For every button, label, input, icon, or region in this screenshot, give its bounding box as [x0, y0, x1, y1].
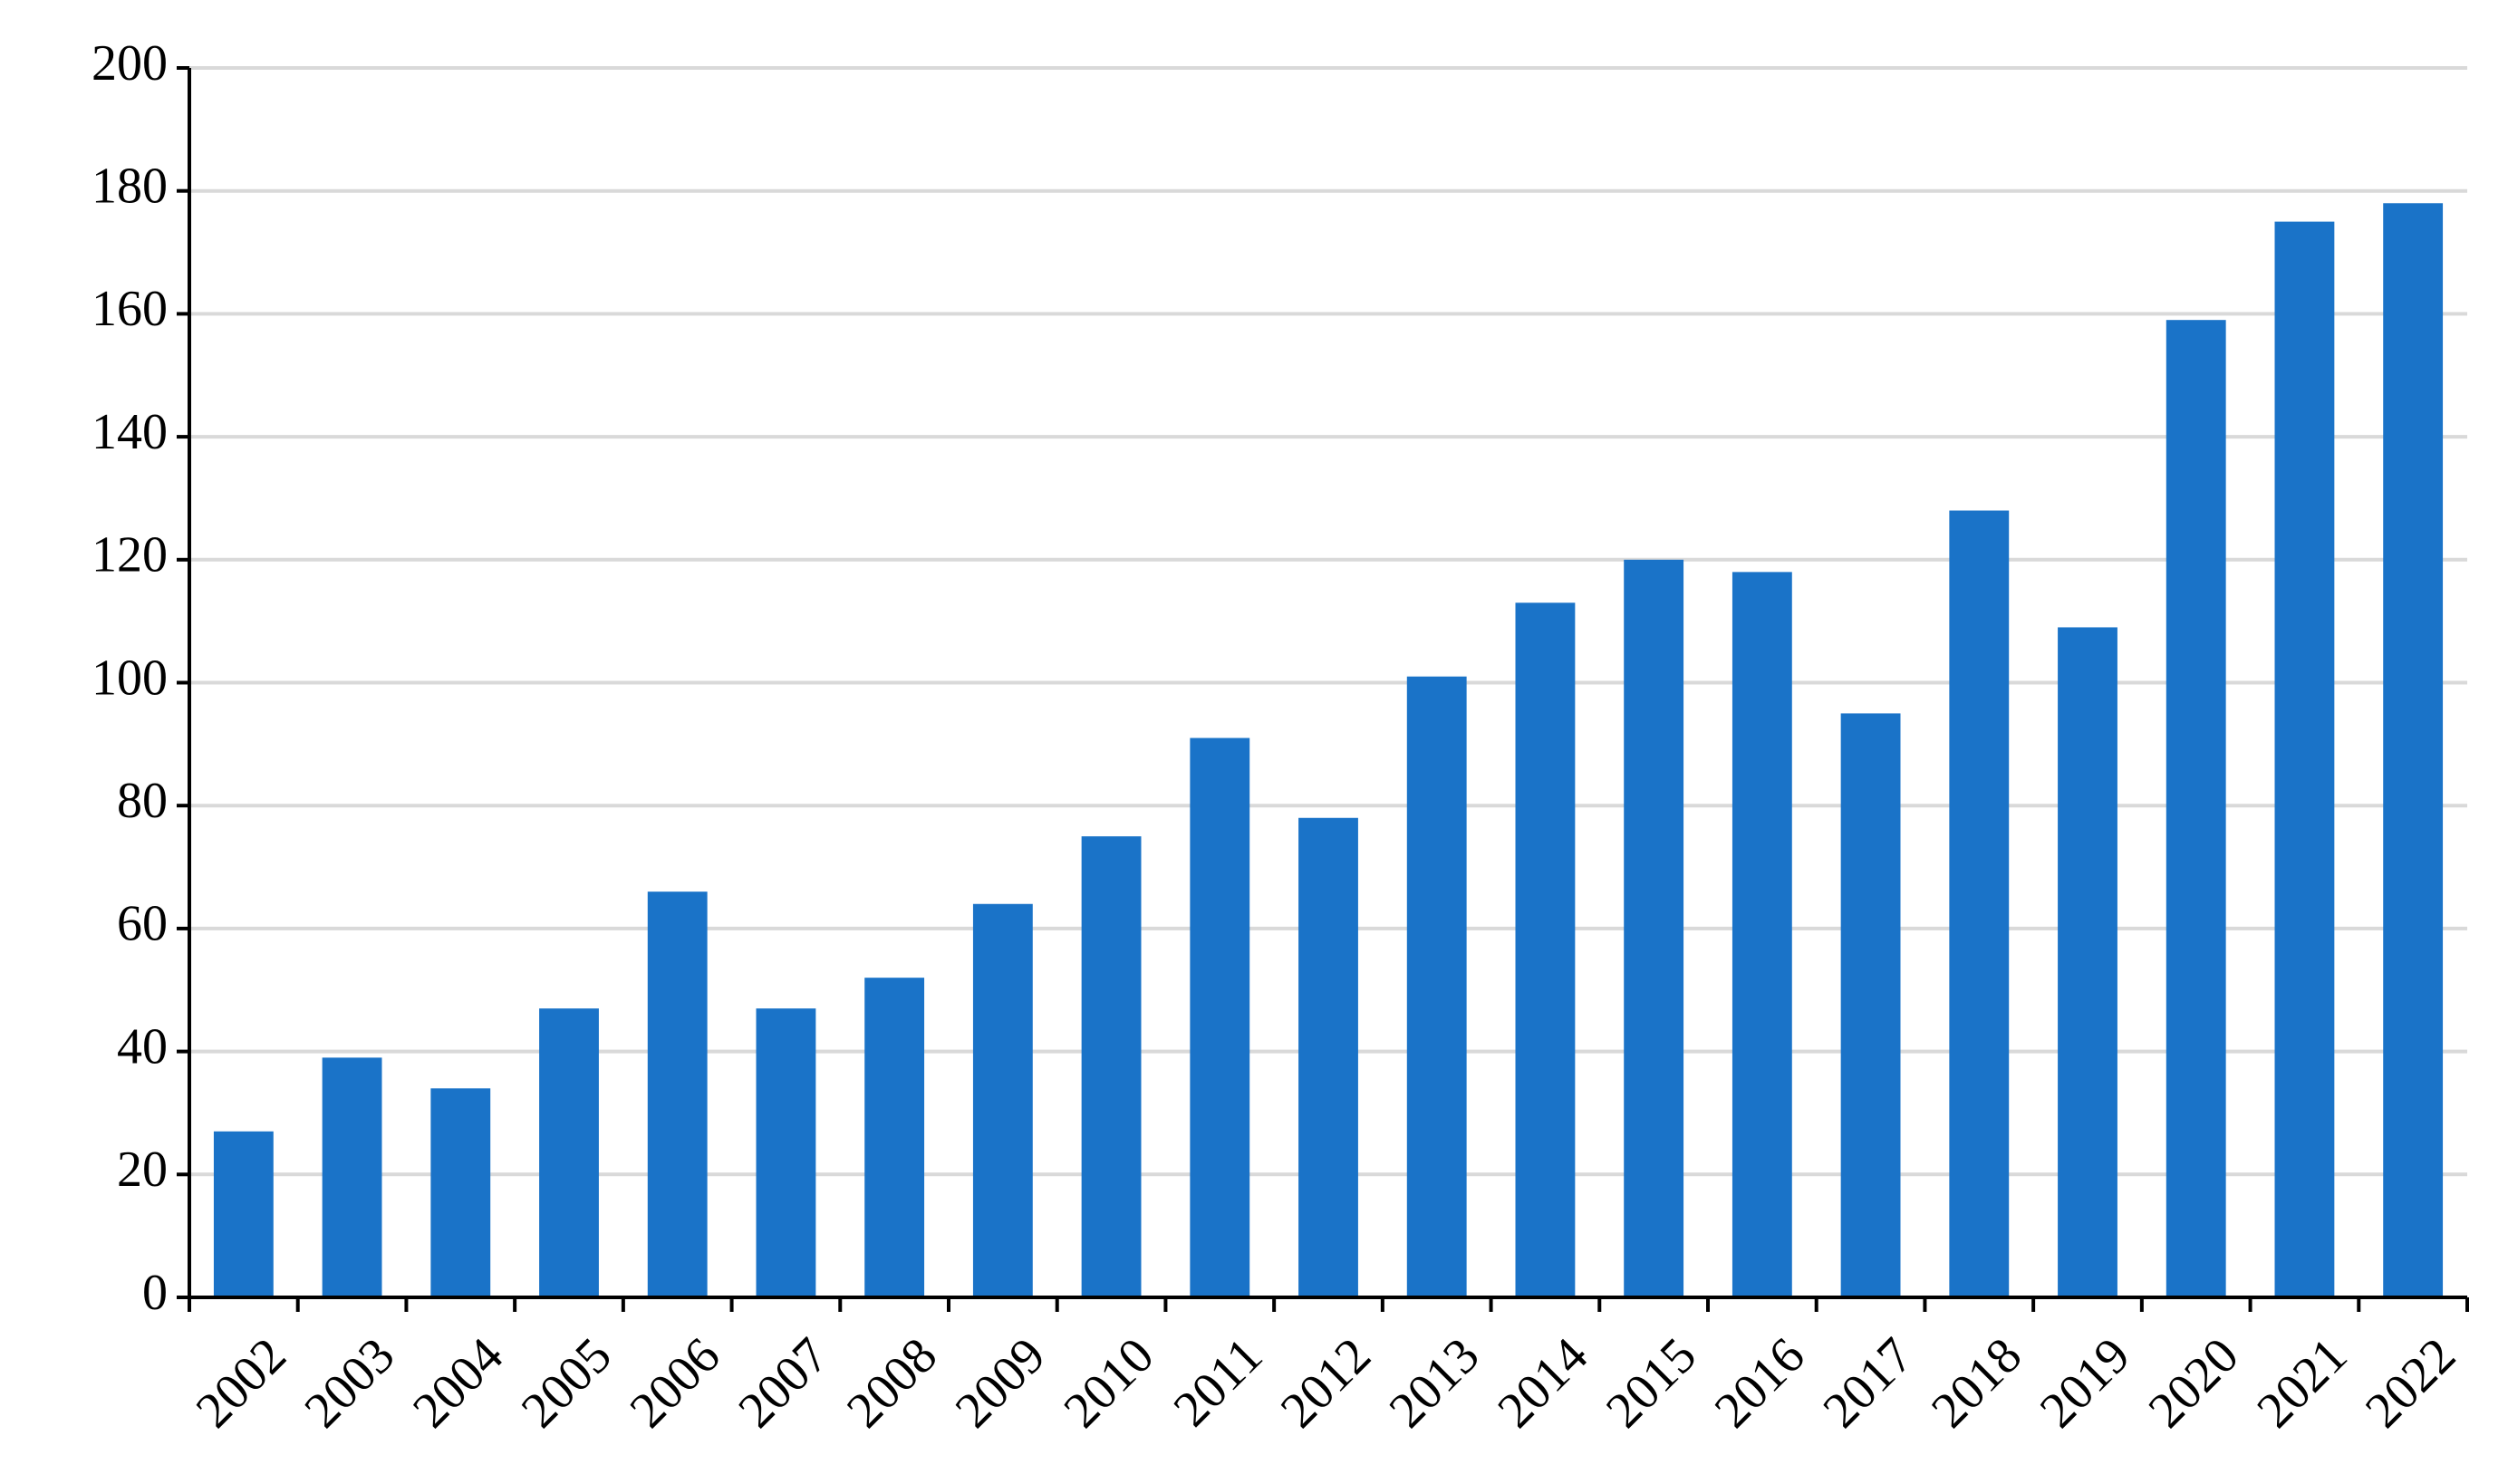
- bar: [1406, 676, 1467, 1297]
- y-tick-label: 140: [92, 404, 168, 460]
- bar: [864, 978, 925, 1297]
- x-tick-label: 2012: [1270, 1327, 1382, 1439]
- x-tick-label: 2021: [2246, 1327, 2358, 1439]
- x-tick-label: 2002: [186, 1327, 297, 1439]
- bar: [756, 1008, 816, 1297]
- bar: [1949, 510, 2010, 1297]
- bar: [2274, 221, 2335, 1297]
- y-tick-label: 80: [117, 773, 168, 829]
- y-tick-label: 120: [92, 527, 168, 583]
- x-tick-label: 2011: [1163, 1327, 1274, 1438]
- bar: [430, 1088, 491, 1297]
- y-tick-label: 40: [117, 1018, 168, 1074]
- bar: [2166, 320, 2226, 1297]
- x-tick-label: 2018: [1921, 1327, 2032, 1439]
- bar: [539, 1008, 599, 1297]
- x-tick-label: 2003: [294, 1327, 405, 1439]
- x-tick-label: 2019: [2030, 1327, 2141, 1439]
- bar: [213, 1131, 274, 1297]
- bar: [1298, 817, 1358, 1297]
- bar: [1731, 572, 1792, 1297]
- x-tick-label: 2016: [1704, 1327, 1816, 1439]
- x-tick-label: 2004: [402, 1327, 514, 1439]
- bar: [1840, 713, 1901, 1297]
- y-tick-label: 180: [92, 159, 168, 215]
- bar: [2383, 203, 2444, 1297]
- bar: [1515, 602, 1576, 1297]
- y-tick-label: 200: [92, 35, 168, 92]
- x-tick-label: 2009: [945, 1327, 1056, 1439]
- x-tick-label: 2017: [1812, 1327, 1924, 1439]
- x-tick-label: 2022: [2355, 1327, 2466, 1439]
- x-tick-label: 2010: [1053, 1327, 1164, 1439]
- x-tick-label: 2008: [836, 1327, 948, 1439]
- bar: [1081, 836, 1142, 1297]
- y-tick-label: 160: [92, 281, 168, 337]
- y-tick-label: 0: [142, 1265, 168, 1321]
- bar: [972, 903, 1033, 1297]
- bar: [2058, 627, 2117, 1297]
- x-tick-label: 2020: [2138, 1327, 2250, 1439]
- x-tick-label: 2007: [728, 1327, 839, 1439]
- bar: [1624, 559, 1684, 1297]
- bar: [1190, 737, 1250, 1297]
- y-tick-label: 100: [92, 650, 168, 706]
- x-tick-label: 2014: [1487, 1327, 1598, 1439]
- y-tick-label: 20: [117, 1142, 168, 1198]
- x-tick-label: 2005: [511, 1327, 622, 1439]
- x-tick-label: 2006: [620, 1327, 731, 1439]
- bar: [322, 1057, 382, 1297]
- bar: [647, 891, 708, 1297]
- y-tick-label: 60: [117, 896, 168, 952]
- x-tick-label: 2015: [1596, 1327, 1707, 1439]
- x-tick-label: 2013: [1379, 1327, 1490, 1439]
